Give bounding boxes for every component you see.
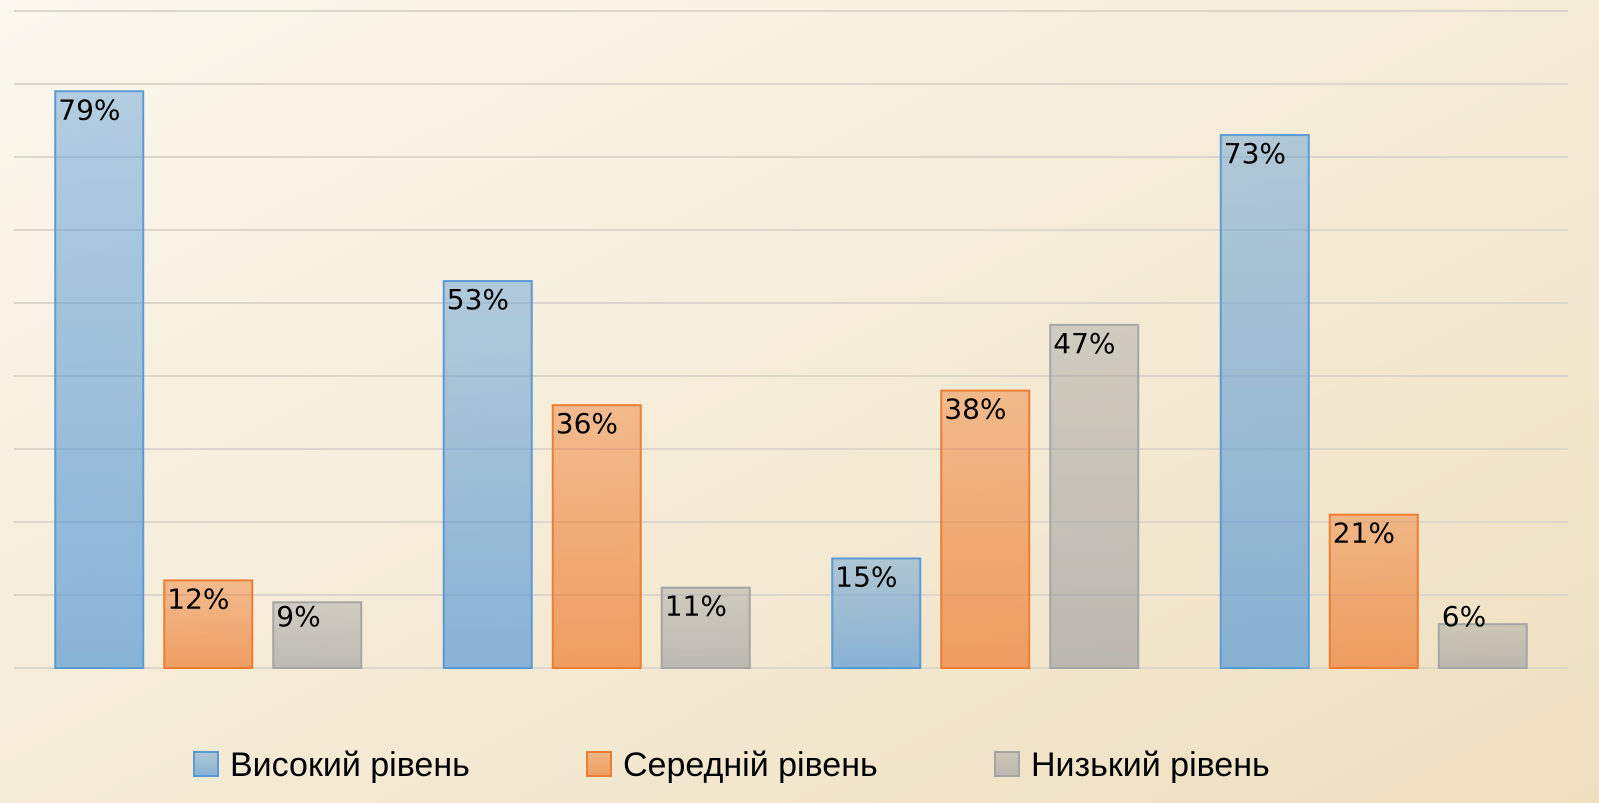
bar: [163, 579, 254, 669]
legend-label: Середній рівень: [623, 746, 878, 784]
data-label: 15%: [835, 560, 897, 593]
data-label: 6%: [1442, 600, 1486, 633]
data-label: 73%: [1224, 137, 1286, 170]
bar: [831, 557, 922, 670]
data-label: 12%: [167, 582, 229, 615]
bar: [940, 389, 1031, 669]
bar: [660, 586, 751, 669]
data-label: 79%: [58, 93, 120, 126]
legend-swatch: [193, 751, 219, 777]
data-label: 38%: [944, 393, 1006, 426]
bar: [551, 404, 642, 669]
data-label: 47%: [1053, 327, 1115, 360]
bar: [442, 280, 533, 669]
bar: [272, 601, 363, 670]
bar: [1049, 323, 1140, 669]
bar: [1219, 134, 1310, 669]
data-label: 36%: [556, 407, 618, 440]
data-label: 21%: [1333, 517, 1395, 550]
bar: [54, 90, 145, 669]
legend-swatch: [994, 751, 1020, 777]
data-label: 9%: [276, 600, 320, 633]
legend-swatch: [586, 751, 612, 777]
legend-label: Високий рівень: [230, 746, 470, 784]
legend-label: Низький рівень: [1031, 746, 1270, 784]
bar: [1437, 623, 1528, 669]
bar: [1328, 513, 1419, 670]
data-label: 53%: [447, 283, 509, 316]
data-label: 11%: [665, 590, 727, 623]
